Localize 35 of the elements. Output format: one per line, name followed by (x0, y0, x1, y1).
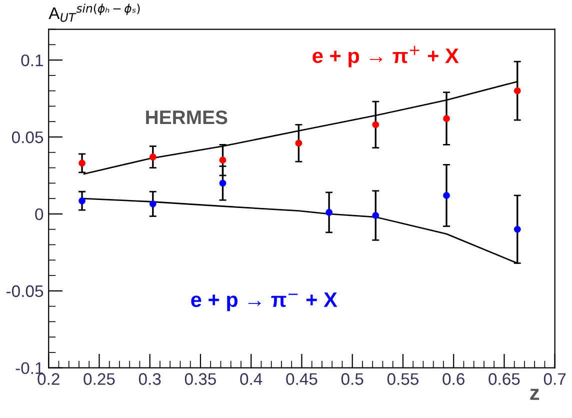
annotation: HERMES (146, 110, 228, 124)
x-tick-label: 0.4 (240, 373, 262, 385)
x-tick-label: 0.45 (286, 373, 318, 385)
x-tick-label: 0.25 (84, 373, 115, 385)
point (149, 154, 156, 160)
point (219, 156, 226, 164)
x-tick-label: 0.7 (544, 373, 566, 385)
text: e + p → π$^{−}$ + X (191, 292, 338, 312)
text: e + p → π$^{+}$ + X (312, 46, 459, 68)
x-tick-label: 0.2 (38, 373, 60, 385)
point (219, 180, 226, 187)
point (443, 192, 450, 199)
point (78, 197, 86, 204)
point (443, 115, 450, 122)
x-tick-label: 0.65 (488, 373, 520, 385)
point (514, 87, 521, 94)
y-tick-label: -0.05 (6, 285, 44, 298)
y-tick-label: 0.1 (21, 54, 43, 66)
point (372, 212, 380, 219)
x-tick-label: 0.3 (138, 373, 161, 385)
point (149, 200, 156, 208)
point (295, 140, 302, 147)
x-tick-label: 0.6 (442, 373, 464, 385)
point (326, 208, 333, 216)
point (372, 121, 380, 128)
point (78, 160, 86, 167)
y-tick-label: 0.05 (12, 131, 44, 144)
y-tick-label: -0.1 (16, 362, 43, 374)
x-tick-label: 0.55 (387, 373, 418, 385)
x-tick-label: 0.35 (184, 373, 216, 385)
y-tick-label: 0 (35, 208, 44, 220)
y-axis-title: A$_{UT}$$^{sin(ϕₕ−ϕₛ)}$ (48, 4, 140, 22)
x-tick-label: 0.5 (341, 373, 364, 385)
point (514, 226, 521, 233)
x-axis-title: z (530, 388, 540, 400)
